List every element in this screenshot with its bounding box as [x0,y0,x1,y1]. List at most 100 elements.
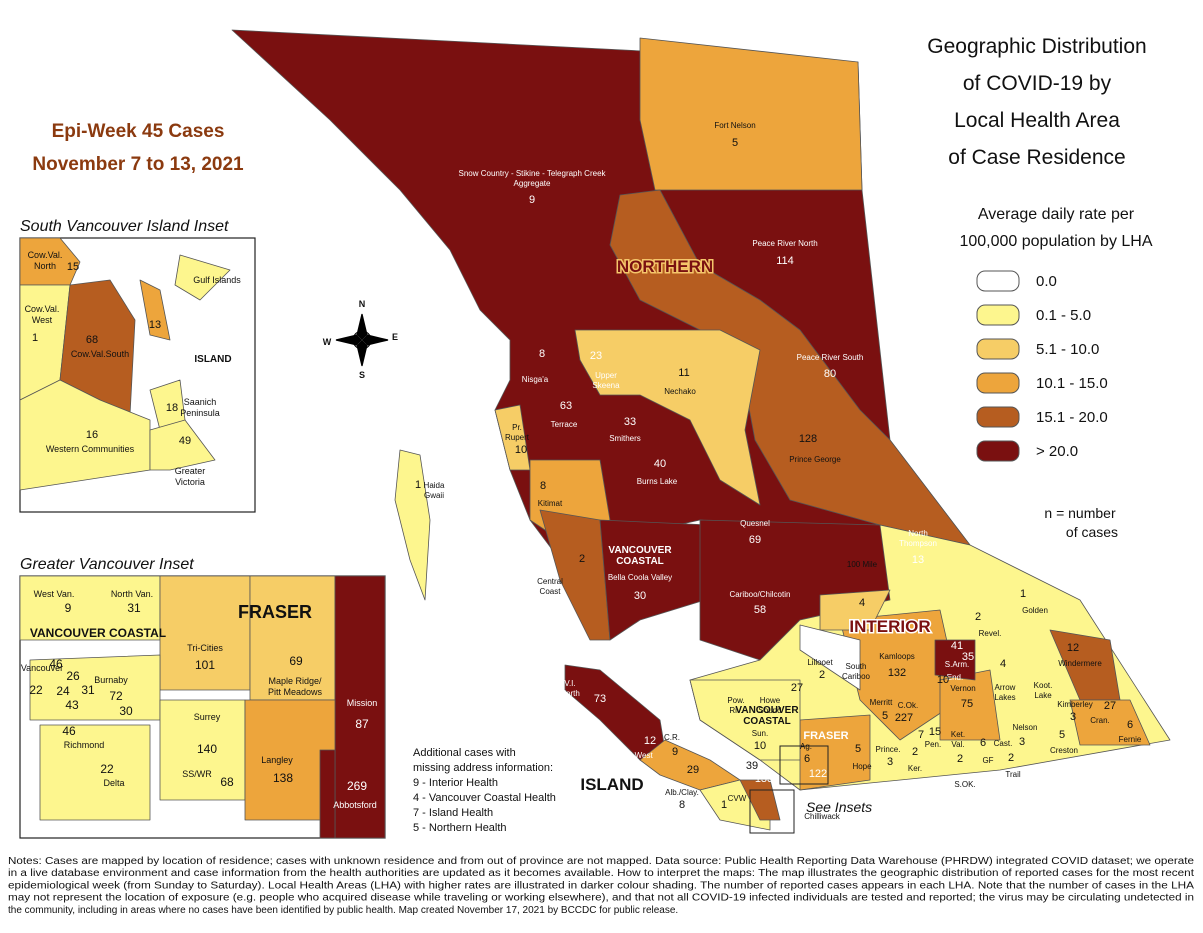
lha-count: 7 [918,729,924,741]
lha-area [574,329,761,506]
lha-name: Lillooet [807,658,833,667]
lha-name: Mission [347,698,378,708]
lha-name: Lakes [994,693,1015,702]
lha-name: Ag. [800,742,812,751]
lha-count: 1 [415,479,421,491]
lha-name: Nelson [1013,723,1038,732]
lha-count: 22 [100,762,114,776]
lha-name: Nisga'a [522,375,549,384]
lha-count: 68 [220,775,234,789]
lha-area [394,449,431,601]
map-labels: Geographic Distribution of COVID-19 by Loc… [8,35,1194,916]
legend-title: Average daily rate per [978,206,1135,223]
lha-name: S.Arm. [945,660,969,669]
lha-count: 46 [49,657,63,671]
lha-name: Vernon [950,684,975,693]
lha-name: Burnaby [94,675,128,685]
region-label: INTERIOR [849,617,930,636]
lha-count: 2 [819,669,825,681]
lha-area [139,279,171,341]
region-label: FRASER [238,602,312,622]
lha-name: Burns Lake [637,477,678,486]
additional-item: 4 - Vancouver Coastal Health [413,792,556,804]
additional-item: 5 - Northern Health [413,822,507,834]
lha-name: Vancouver [21,663,63,673]
lha-name: Abbotsford [333,800,377,810]
lha-count: 132 [888,667,906,679]
lha-count: 3 [1019,736,1025,748]
lha-name: Kamloops [879,652,915,661]
lha-name: Golden [1022,606,1048,615]
lha-count: 80 [824,368,836,380]
lha-name: Coast [540,587,562,596]
legend-label: 15.1 - 20.0 [1036,409,1108,426]
legend-swatch [976,372,1020,394]
lha-name: Cariboo/Chilcotin [730,590,791,599]
lha-count: 2 [957,753,963,765]
lha-name: Sound [758,706,781,715]
see-insets: See Insets [806,799,872,815]
lha-name: Pen. [925,740,941,749]
lha-count: 35 [962,651,974,663]
lha-name: Alb./Clay. [665,788,699,797]
lha-name: C.R. [664,733,680,742]
lha-count: 63 [560,400,572,412]
lha-name: Prince George [789,455,841,464]
lha-name: S.OK. [954,780,975,789]
lha-count: 8 [540,480,546,492]
lha-name: Val. [951,740,964,749]
legend-swatch [976,440,1020,462]
lha-count: 41 [951,640,963,652]
lha-name: Upper [595,371,617,380]
lha-name: Cast. [994,739,1013,748]
lha-count: 10 [937,674,949,686]
lha-name: Hope [852,762,872,771]
lha-name: Western Communities [46,444,135,454]
compass [335,313,389,367]
lha-name: Thompson [899,539,937,548]
lha-count: 3 [887,756,893,768]
legend-swatch [976,270,1020,292]
lha-name: Fernie [1119,735,1142,744]
title-line: Geographic Distribution [927,35,1146,58]
lha-area [639,37,863,191]
lha-area [799,714,871,791]
legend-label: 5.1 - 10.0 [1036,341,1099,358]
lha-name: Haida [424,481,445,490]
lha-count: 9 [529,194,535,206]
lha-count: 72 [109,689,123,703]
lha-count: 30 [634,590,646,602]
lha-count: 122 [809,768,827,780]
lha-name: Cow.Val. [25,304,60,314]
lha-area [19,237,81,286]
lha-name: Central [537,577,563,586]
lha-name: Arrow [995,683,1016,692]
inset-title: South Vancouver Island Inset [20,218,229,235]
lha-count: 10 [754,740,766,752]
compass-letter: W [323,337,332,347]
lha-name: Skeena [592,381,620,390]
lha-count: 6 [1127,719,1133,731]
compass-letter: N [359,299,366,309]
lha-count: 87 [355,717,369,731]
lha-name: Surrey [194,712,221,722]
lha-name: Lake [1034,691,1052,700]
legend-title: 100,000 population by LHA [959,233,1152,250]
lha-name: North Van. [111,589,153,599]
lha-count: 39 [746,760,758,772]
title-line: of COVID-19 by [963,72,1112,95]
lha-name: Cow.Val. [28,250,63,260]
lha-count: 6 [980,737,986,749]
lha-name: Gulf Islands [193,275,241,285]
lha-count: 3 [1070,711,1076,723]
lha-area [934,639,976,681]
legend-label: 0.0 [1036,273,1057,290]
lha-name: Merritt [870,698,893,707]
lha-name: End. [947,673,963,682]
note-line: in a live database environment and case … [8,868,1194,879]
lha-count: 27 [1104,700,1116,712]
lha-count: 133 [755,773,773,785]
title-line: of Case Residence [948,146,1125,169]
lha-area [319,749,336,839]
lha-count: 128 [799,433,817,445]
